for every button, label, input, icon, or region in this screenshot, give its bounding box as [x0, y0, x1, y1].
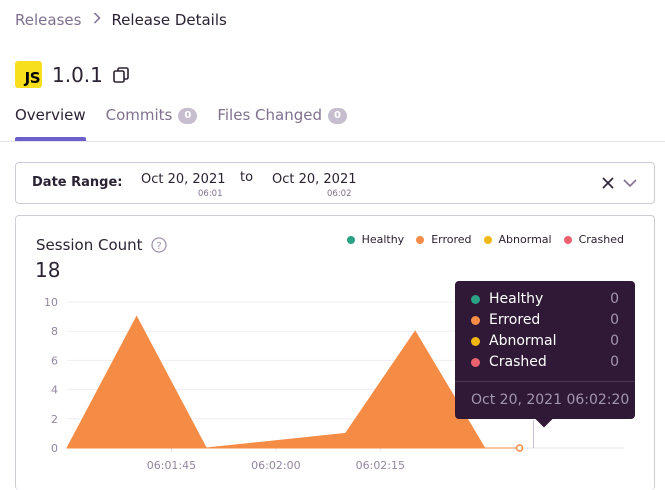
chart-title: Session Count ? — [36, 236, 167, 254]
legend-item-healthy[interactable]: Healthy — [346, 233, 404, 246]
tooltip-timestamp: Oct 20, 2021 06:02:20 — [471, 392, 630, 408]
date-range-label: Date Range: — [32, 175, 123, 190]
tab-commits[interactable]: Commits 0 — [106, 106, 198, 141]
legend-item-abnormal[interactable]: Abnormal — [483, 233, 552, 246]
tooltip-dot — [471, 315, 480, 325]
commits-count-badge: 0 — [178, 108, 198, 124]
chart-tooltip: Healthy 0 Errored 0 Abnormal 0 Crashed 0… — [455, 281, 635, 428]
javascript-logo-icon: JS — [15, 61, 42, 88]
tabs-divider — [0, 141, 665, 142]
chevron-down-icon[interactable] — [622, 176, 638, 190]
release-tabs: Overview Commits 0 Files Changed 0 — [15, 106, 367, 141]
tooltip-divider — [455, 381, 635, 382]
help-circle-icon[interactable]: ? — [150, 237, 167, 253]
session-count-card: Session Count ? 18 Healthy Errored Abnor… — [15, 215, 655, 490]
breadcrumb: Releases Release Details — [15, 11, 227, 29]
date-range-separator: to — [240, 170, 254, 185]
tooltip-dot — [471, 294, 480, 304]
tooltip-dot — [471, 357, 480, 367]
start-time: 06:01 — [198, 189, 223, 199]
y-tick-label: 2 — [51, 413, 58, 426]
x-tick-label: 06:02:00 — [251, 459, 300, 472]
close-icon[interactable] — [601, 176, 615, 190]
y-tick-label: 0 — [51, 442, 58, 455]
legend-item-errored[interactable]: Errored — [416, 233, 472, 246]
legend-dot — [563, 235, 572, 244]
tooltip-row-abnormal: Abnormal 0 — [471, 333, 619, 349]
breadcrumb-current: Release Details — [111, 11, 227, 29]
end-time: 06:02 — [327, 189, 352, 199]
start-date[interactable]: Oct 20, 2021 — [141, 172, 226, 187]
tab-files-changed[interactable]: Files Changed 0 — [217, 106, 347, 141]
release-title: JS 1.0.1 — [15, 61, 130, 88]
tooltip-row-crashed: Crashed 0 — [471, 354, 619, 370]
y-tick-label: 10 — [44, 296, 58, 309]
y-tick-label: 4 — [51, 384, 58, 397]
copy-icon[interactable] — [112, 66, 130, 84]
y-tick-label: 8 — [51, 325, 58, 338]
hover-point-marker — [515, 444, 524, 452]
tooltip-row-errored: Errored 0 — [471, 312, 619, 328]
chart-title-text: Session Count — [36, 236, 143, 254]
legend-dot — [483, 235, 492, 244]
breadcrumb-releases-link[interactable]: Releases — [15, 11, 82, 29]
y-tick-label: 6 — [51, 354, 58, 367]
tab-overview[interactable]: Overview — [15, 106, 86, 141]
legend-dot — [416, 235, 425, 244]
legend-item-crashed[interactable]: Crashed — [563, 233, 624, 246]
x-tick-label: 06:01:45 — [147, 459, 196, 472]
tooltip-dot — [471, 336, 480, 346]
svg-text:?: ? — [156, 241, 161, 252]
legend-dot — [346, 235, 355, 244]
tooltip-row-healthy: Healthy 0 — [471, 291, 619, 307]
session-total: 18 — [35, 258, 61, 282]
series-area-errored — [66, 315, 520, 449]
release-version: 1.0.1 — [52, 62, 103, 87]
x-tick-label: 06:02:15 — [356, 459, 405, 472]
files-changed-count-badge: 0 — [327, 108, 347, 124]
tab-files-changed-label: Files Changed — [217, 106, 322, 124]
end-date[interactable]: Oct 20, 2021 — [272, 172, 357, 187]
tab-commits-label: Commits — [105, 106, 173, 124]
tab-overview-label: Overview — [15, 106, 86, 124]
date-range-selector[interactable]: Date Range: Oct 20, 2021 06:01 to Oct 20… — [15, 162, 655, 204]
chart-legend: Healthy Errored Abnormal Crashed — [335, 233, 624, 246]
chevron-right-icon — [93, 12, 101, 28]
